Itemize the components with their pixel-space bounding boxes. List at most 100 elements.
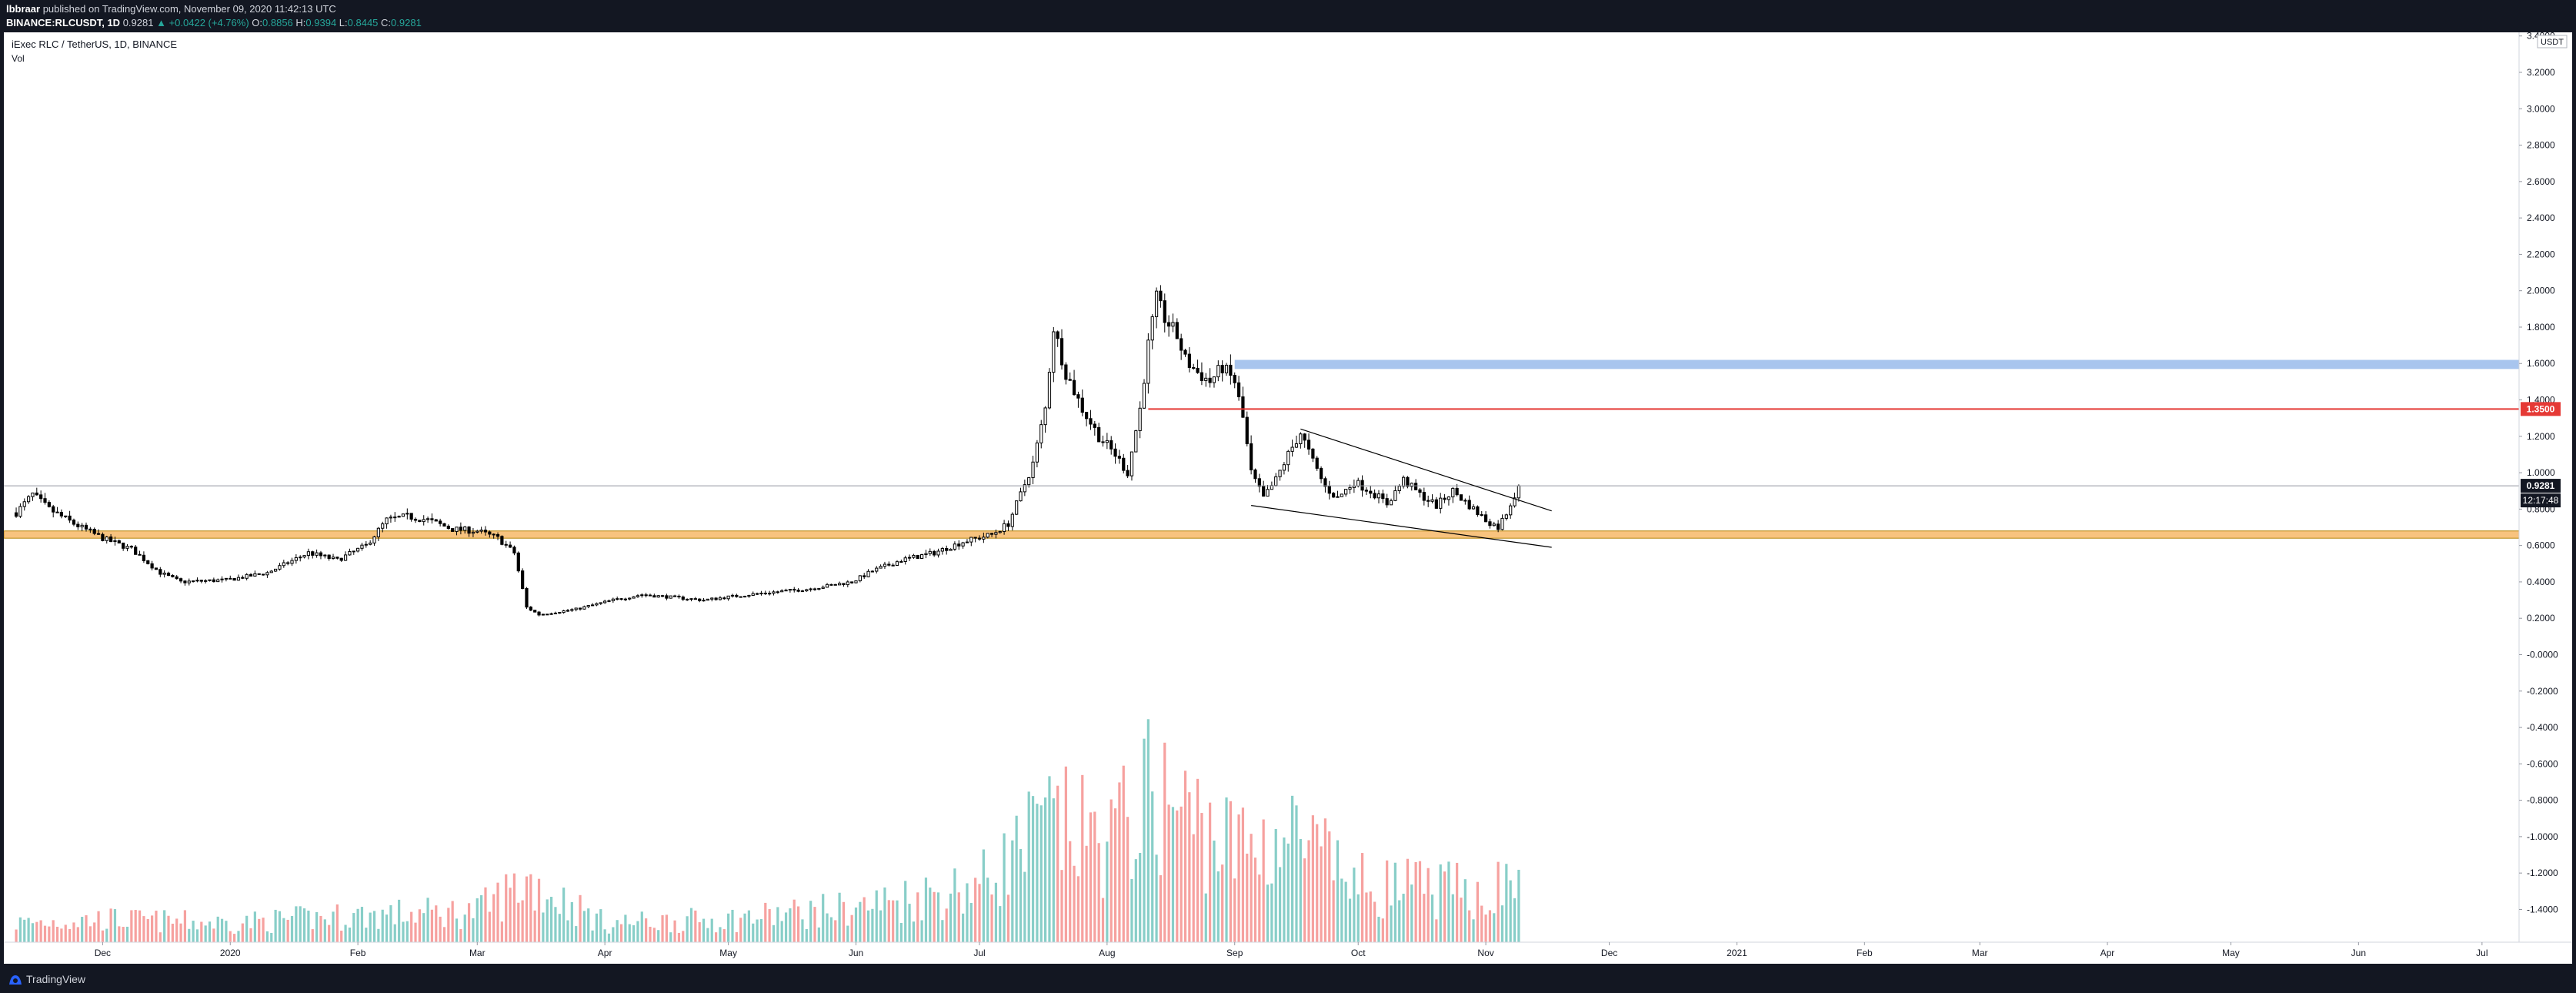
volume-bar [1122,765,1125,942]
price-tick-label: 0.2000 [2527,613,2555,624]
candle-body [409,513,413,520]
time-axis[interactable]: Dec 2020 Feb Mar Apr May Jun Jul Aug Sep Oct Nov Dec… [95,942,2488,958]
volume-bar [1015,815,1018,942]
volume-bar [1286,843,1290,942]
volume-bar [179,923,182,942]
candle-body [1146,339,1150,384]
volume-bar [52,920,55,942]
candle-body [1183,349,1187,355]
price-tick-label: -1.2000 [2527,868,2558,878]
volume-bar [85,914,88,942]
volume-bar [1146,719,1150,942]
price-tick-label: 2.0000 [2527,286,2555,296]
volume-bar [323,919,326,942]
candle-body [183,580,187,583]
volume-bar [315,911,319,942]
volume-bar [743,913,746,942]
volume-bar [645,918,648,942]
volume-bar [393,924,396,942]
volume-bar [1270,883,1273,942]
volume-bar [863,897,866,942]
candle-body [72,520,76,525]
price-axis[interactable]: -1.4000 -1.2000 -1.0000 -0.8000 -0.6000 -0.40… [2519,31,2558,914]
chart-area[interactable]: -1.4000 -1.2000 -1.0000 -0.8000 -0.6000 -0.40… [3,31,2572,964]
price-tick-label: 2.6000 [2527,176,2555,187]
volume-bar [673,920,676,942]
volume-bar [1402,894,1405,942]
volume-bar [936,892,940,942]
volume-bar [23,919,26,942]
price-tick-label: -0.0000 [2527,649,2558,660]
volume-bar [966,883,969,942]
volume-bar [579,894,582,942]
volume-bar [496,882,499,942]
up-triangle-icon: ▲ [156,17,166,28]
candle-body [1204,377,1208,381]
volume-bar [661,914,664,942]
candle-body [895,561,899,566]
candle-body [47,502,51,507]
candle-body [171,574,175,577]
volume-bar [1435,919,1438,942]
candle-body [364,543,368,546]
volume-bar [665,914,668,942]
volume-bar [335,904,339,942]
candle-body [1336,496,1340,498]
volume-bar [1118,782,1121,942]
volume-bar [118,926,121,942]
candle-body [1282,464,1286,471]
candle-body [109,537,113,543]
footer-brand[interactable]: TradingView [26,973,86,985]
candle-body [331,557,335,560]
candle-body [1080,397,1084,413]
candle-body [401,513,405,517]
tradingview-logo-icon[interactable] [8,972,23,986]
candle-body [1340,493,1343,497]
volume-bar [529,874,532,942]
candle-body [439,520,442,524]
volume-bar [229,931,232,942]
candle-body [236,577,241,581]
volume-bar [1274,828,1277,942]
volume-bar [1011,840,1014,942]
candle-body [1451,487,1455,498]
volume-bar [1500,905,1504,942]
price-chart[interactable]: -1.4000 -1.2000 -1.0000 -0.8000 -0.6000 -0.40… [3,31,2572,964]
volume-bar [459,928,462,942]
volume-bar [1052,798,1055,942]
volume-bar [1044,797,1047,942]
candle-body [134,547,138,555]
candle-body [122,542,125,549]
volume-bar [319,915,322,942]
candle-body [84,524,88,530]
volume-bar [39,920,42,942]
candle-body [1303,433,1306,441]
volume-bar [418,909,421,942]
candle-body [18,506,22,517]
time-tick-label: Jun [849,948,863,958]
currency-badge[interactable] [2537,35,2568,48]
candle-body [957,543,961,547]
candle-body [369,542,372,545]
candle-body [969,537,973,543]
candle-body [446,525,450,530]
volume-bar [233,934,236,942]
candle-body [858,575,862,582]
volume-bar [1200,813,1203,942]
candle-body [442,523,446,527]
price-tick-label: -1.4000 [2527,904,2558,914]
candle-body [1159,290,1163,302]
candle-body [780,590,784,593]
volume-bar [1064,766,1067,942]
candle-body [43,498,47,503]
volume-bar [809,901,813,942]
candle-body [553,612,558,614]
volume-bar [125,926,129,942]
candle-body [1480,514,1483,517]
currency-label: USDT [2541,38,2564,47]
author-name[interactable]: lbbraar [6,3,41,15]
candle-body [88,528,92,530]
candle-body [1262,486,1266,497]
volume-bar [1213,841,1216,942]
candle-body [1299,433,1303,445]
